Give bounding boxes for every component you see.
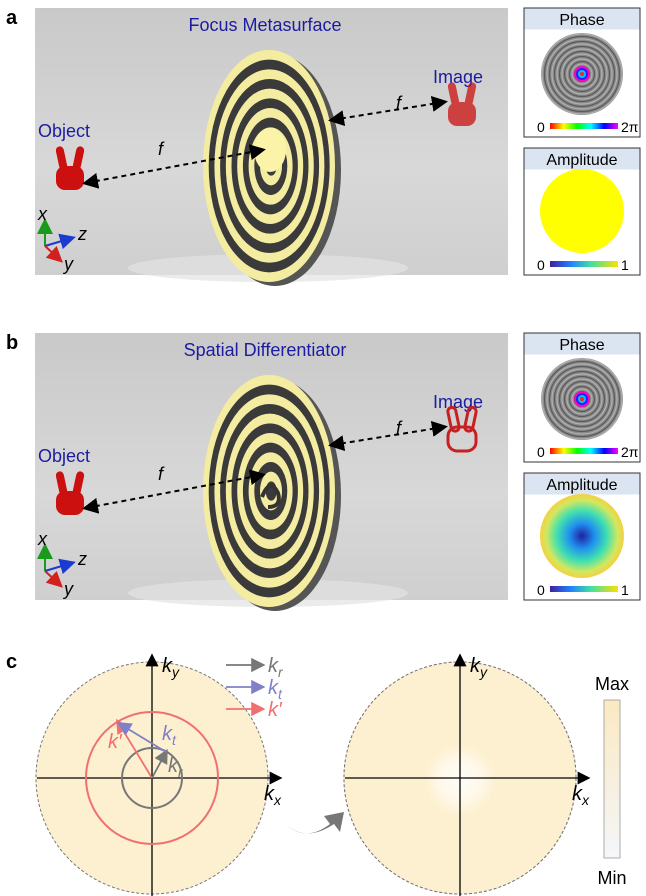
side-title: Amplitude: [546, 152, 617, 169]
axis-label: z: [77, 224, 87, 244]
colorbar-max: Max: [595, 674, 629, 694]
scene-title: Spatial Differentiator: [184, 340, 347, 360]
phase-core: [580, 397, 584, 401]
colorbar-min: 0: [537, 119, 545, 135]
axis-label: x: [37, 529, 48, 549]
image-label: Image: [433, 67, 483, 87]
legend-label: k′: [268, 699, 283, 721]
kx-label-sub: x: [581, 792, 590, 808]
amplitude-disc: [540, 494, 624, 578]
side-title: Phase: [559, 337, 604, 354]
colorbar-max: 1: [621, 257, 629, 273]
colorbar-min: 0: [537, 444, 545, 460]
legend-label-sub: r: [278, 664, 284, 680]
panel-label: b: [6, 332, 18, 354]
scene-title: Focus Metasurface: [188, 15, 341, 35]
side-title: Phase: [559, 12, 604, 29]
colorbar: [604, 700, 620, 858]
colorbar: [550, 448, 618, 454]
object-label: Object: [38, 446, 90, 466]
palm: [56, 166, 84, 190]
colorbar-min: 0: [537, 257, 545, 273]
colorbar: [550, 586, 618, 592]
colorbar-max: 2π: [621, 119, 639, 135]
kx-label-sub: x: [273, 792, 282, 808]
colorbar-max: 2π: [621, 444, 639, 460]
axis-label: z: [77, 549, 87, 569]
ky-label-sub: y: [171, 664, 180, 680]
ky-label: ky: [162, 655, 180, 680]
kprime-label: k′: [108, 731, 123, 753]
amplitude-disc: [540, 169, 624, 253]
panel-label: a: [6, 7, 18, 29]
colorbar-min: Min: [597, 868, 626, 888]
side-title: Amplitude: [546, 477, 617, 494]
ky-label-sub: y: [479, 664, 488, 680]
panel-label: c: [6, 651, 17, 673]
kprime-label-main: k′: [108, 731, 123, 753]
figure: aFocus MetasurfaceObjectImageffxzyPhase0…: [0, 0, 646, 896]
kx-label: kx: [572, 783, 590, 808]
axis-label: x: [37, 204, 48, 224]
axis-label: y: [62, 254, 74, 274]
palm: [56, 491, 84, 515]
object-label: Object: [38, 121, 90, 141]
kx-label: kx: [264, 783, 282, 808]
colorbar-max: 1: [621, 582, 629, 598]
legend-label-main: k′: [268, 699, 283, 721]
colorbar: [550, 123, 618, 129]
transform-arrow: [284, 812, 344, 834]
phase-core: [580, 72, 584, 76]
colorbar-min: 0: [537, 582, 545, 598]
palm: [448, 102, 476, 126]
colorbar: [550, 261, 618, 267]
axis-label: y: [62, 579, 74, 599]
ky-label: ky: [470, 655, 488, 680]
